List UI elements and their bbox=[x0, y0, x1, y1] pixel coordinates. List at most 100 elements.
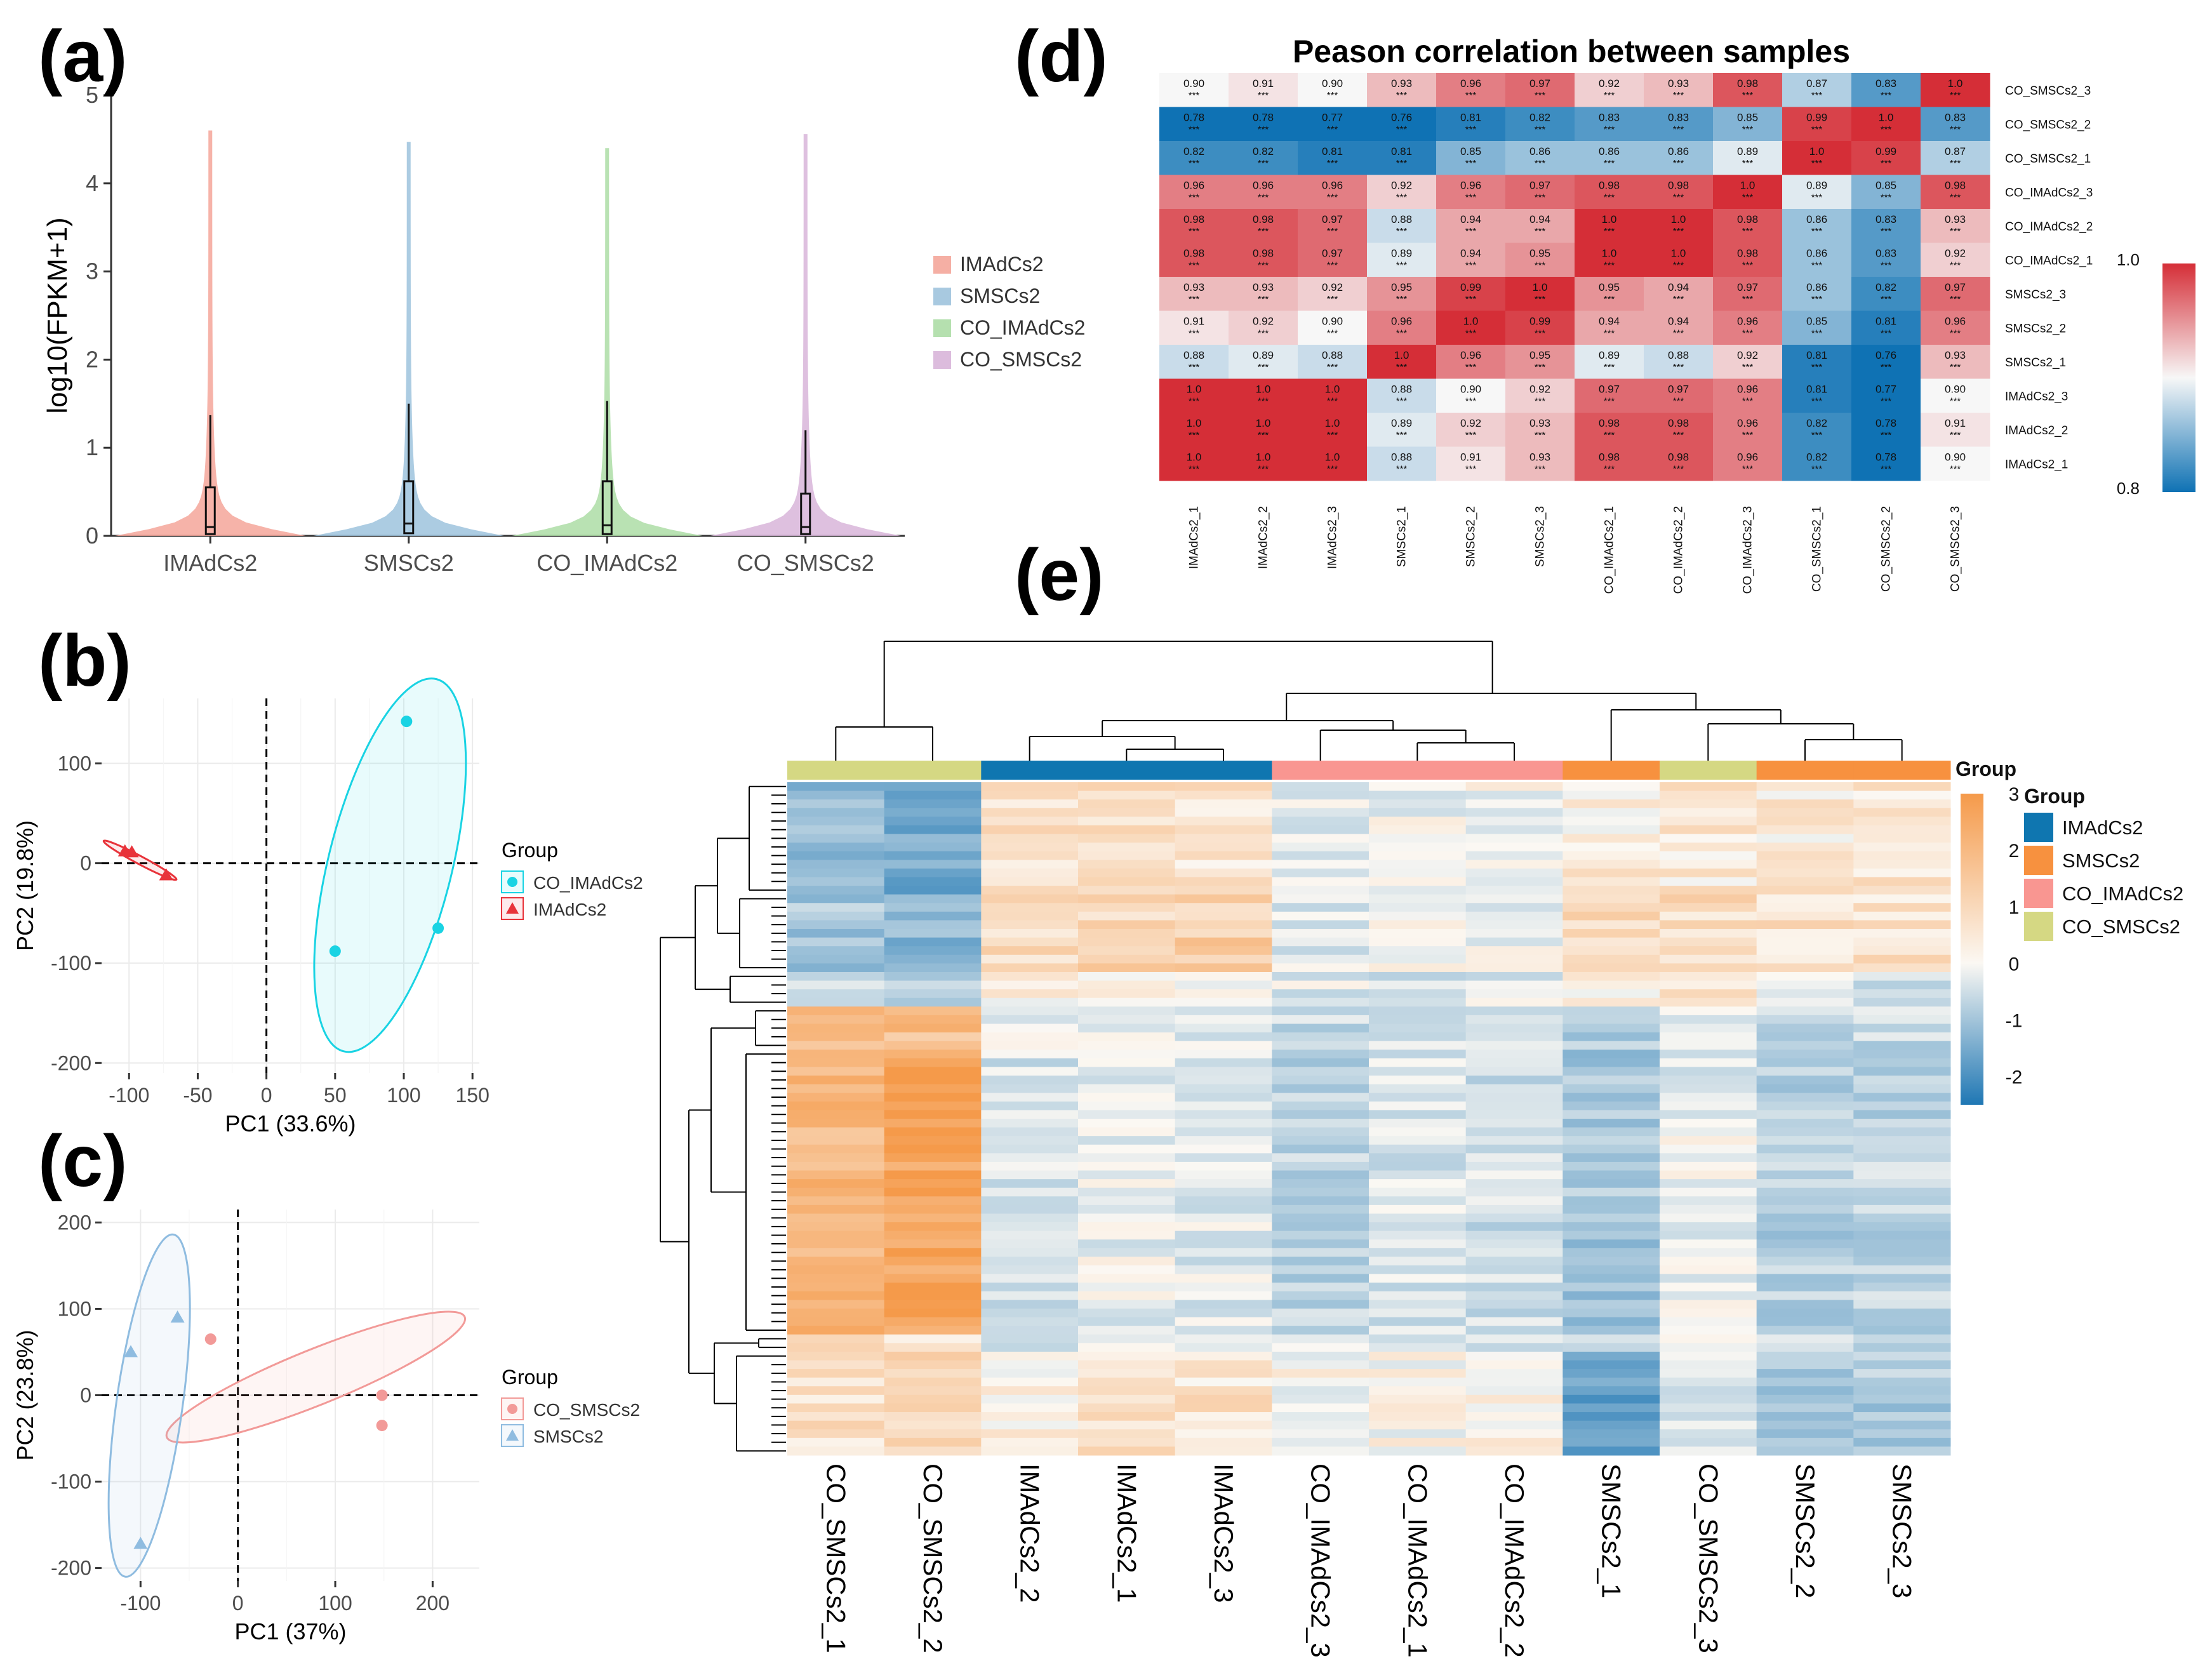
heatmap-cell bbox=[1505, 243, 1575, 277]
cell-significance: *** bbox=[1465, 158, 1477, 169]
heatmap-cell bbox=[1562, 1446, 1660, 1456]
heatmap-cell bbox=[981, 1187, 1079, 1197]
heatmap-cell bbox=[1465, 1136, 1563, 1145]
cell-significance: *** bbox=[1673, 430, 1684, 441]
heatmap-cell bbox=[884, 1377, 982, 1387]
heatmap-cell bbox=[884, 989, 982, 999]
heatmap-cell bbox=[1369, 1343, 1467, 1352]
heatmap-cell bbox=[1369, 1248, 1467, 1257]
y-tick-label: 0 bbox=[80, 852, 91, 875]
sample-label: IMAdCs2_1 bbox=[1112, 1463, 1142, 1603]
heatmap-cell bbox=[1078, 782, 1176, 792]
heatmap-cell bbox=[981, 1446, 1079, 1456]
heatmap-cell bbox=[1369, 1023, 1467, 1033]
heatmap-cell bbox=[1562, 1187, 1660, 1197]
heatmap-cell bbox=[1369, 1006, 1467, 1016]
heatmap-cell bbox=[981, 1317, 1079, 1326]
heatmap-cell bbox=[1078, 1239, 1176, 1249]
heatmap-cell bbox=[1853, 1265, 1951, 1275]
heatmap-cell bbox=[884, 1343, 982, 1352]
cell-value: 1.0 bbox=[1187, 417, 1202, 429]
heatmap-cell bbox=[1853, 1257, 1951, 1266]
heatmap-cell bbox=[1505, 175, 1575, 210]
heatmap-cell bbox=[1851, 345, 1921, 379]
heatmap-cell bbox=[1175, 1196, 1272, 1206]
cell-significance: *** bbox=[1258, 362, 1269, 373]
heatmap-cell bbox=[1272, 1248, 1369, 1257]
heatmap-cell bbox=[1298, 378, 1368, 413]
heatmap-cell bbox=[1078, 1127, 1176, 1137]
heatmap-cell bbox=[1369, 1041, 1467, 1050]
heatmap-cell bbox=[1465, 1334, 1563, 1343]
cell-value: 0.92 bbox=[1599, 77, 1620, 90]
heatmap-cell bbox=[1272, 1429, 1369, 1439]
heatmap-cell bbox=[1465, 1222, 1563, 1232]
cell-significance: *** bbox=[1258, 430, 1269, 441]
heatmap-cell bbox=[1465, 1230, 1563, 1240]
cell-value: 1.0 bbox=[1671, 213, 1686, 225]
heatmap-cell bbox=[1562, 1230, 1660, 1240]
heatmap-cell bbox=[1272, 851, 1369, 860]
heatmap-cell bbox=[884, 1308, 982, 1318]
cell-value: 0.97 bbox=[1322, 213, 1343, 225]
cell-significance: *** bbox=[1258, 124, 1269, 135]
heatmap-cell bbox=[1369, 920, 1467, 930]
heatmap-cell bbox=[787, 825, 885, 835]
heatmap-cell bbox=[1853, 851, 1951, 860]
heatmap-cell bbox=[787, 1093, 885, 1102]
heatmap-cell bbox=[1465, 1058, 1563, 1067]
heatmap-cell bbox=[787, 1420, 885, 1430]
cell-significance: *** bbox=[1396, 158, 1408, 169]
cell-value: 1.0 bbox=[1394, 349, 1409, 361]
heatmap-cell bbox=[787, 1067, 885, 1076]
heatmap-cell bbox=[1853, 1326, 1951, 1335]
heatmap-cell bbox=[1465, 843, 1563, 852]
cell-significance: *** bbox=[1881, 158, 1892, 169]
heatmap-cell bbox=[981, 1023, 1079, 1033]
heatmap-cell bbox=[1272, 963, 1369, 973]
cell-value: 0.83 bbox=[1945, 112, 1966, 124]
heatmap-cell bbox=[1272, 1058, 1369, 1067]
x-tick-label: 200 bbox=[416, 1592, 450, 1615]
cell-significance: *** bbox=[1535, 158, 1546, 169]
heatmap-cell bbox=[884, 1403, 982, 1413]
heatmap-cell bbox=[1853, 1369, 1951, 1378]
sample-label: SMSCs2_2 bbox=[1790, 1463, 1820, 1598]
heatmap-cell bbox=[1562, 1343, 1660, 1352]
heatmap-cell bbox=[1853, 1110, 1951, 1119]
heatmap-cell bbox=[787, 1050, 885, 1059]
heatmap-cell bbox=[1369, 980, 1467, 990]
heatmap-cell bbox=[1853, 877, 1951, 886]
cell-value: 0.76 bbox=[1876, 349, 1896, 361]
heatmap-cell bbox=[1756, 782, 1854, 792]
col-label: CO_SMSCs2_1 bbox=[1811, 506, 1824, 592]
heatmap-cell bbox=[884, 1076, 982, 1085]
cell-value: 0.86 bbox=[1806, 248, 1827, 260]
sample-label: CO_SMSCs2_1 bbox=[821, 1463, 851, 1653]
x-axis-title: PC1 (37%) bbox=[234, 1618, 346, 1644]
cell-significance: *** bbox=[1604, 328, 1615, 339]
heatmap-cell bbox=[787, 1265, 885, 1275]
heatmap-cell bbox=[1078, 1119, 1176, 1128]
heatmap-cell bbox=[787, 903, 885, 912]
heatmap-cell bbox=[1562, 1204, 1660, 1214]
heatmap-cell bbox=[1660, 1101, 1757, 1110]
heatmap-cell bbox=[1369, 1308, 1467, 1318]
x-tick-label: 0 bbox=[261, 1084, 272, 1107]
heatmap-cell bbox=[1078, 1326, 1176, 1335]
heatmap-cell bbox=[1369, 1076, 1467, 1085]
heatmap-cell bbox=[1175, 1101, 1272, 1110]
heatmap-cell bbox=[884, 1248, 982, 1257]
heatmap-cell bbox=[884, 1257, 982, 1266]
cell-significance: *** bbox=[1465, 226, 1477, 237]
heatmap-cell bbox=[1575, 73, 1644, 107]
heatmap-cell bbox=[1465, 1187, 1563, 1197]
heatmap-cell bbox=[1756, 1170, 1854, 1180]
heatmap-cell bbox=[884, 1446, 982, 1456]
heatmap-cell bbox=[884, 1334, 982, 1343]
heatmap-cell bbox=[1465, 1084, 1563, 1093]
heatmap-cell bbox=[1562, 1326, 1660, 1335]
heatmap-cell bbox=[1660, 886, 1757, 895]
heatmap-cell bbox=[1465, 886, 1563, 895]
